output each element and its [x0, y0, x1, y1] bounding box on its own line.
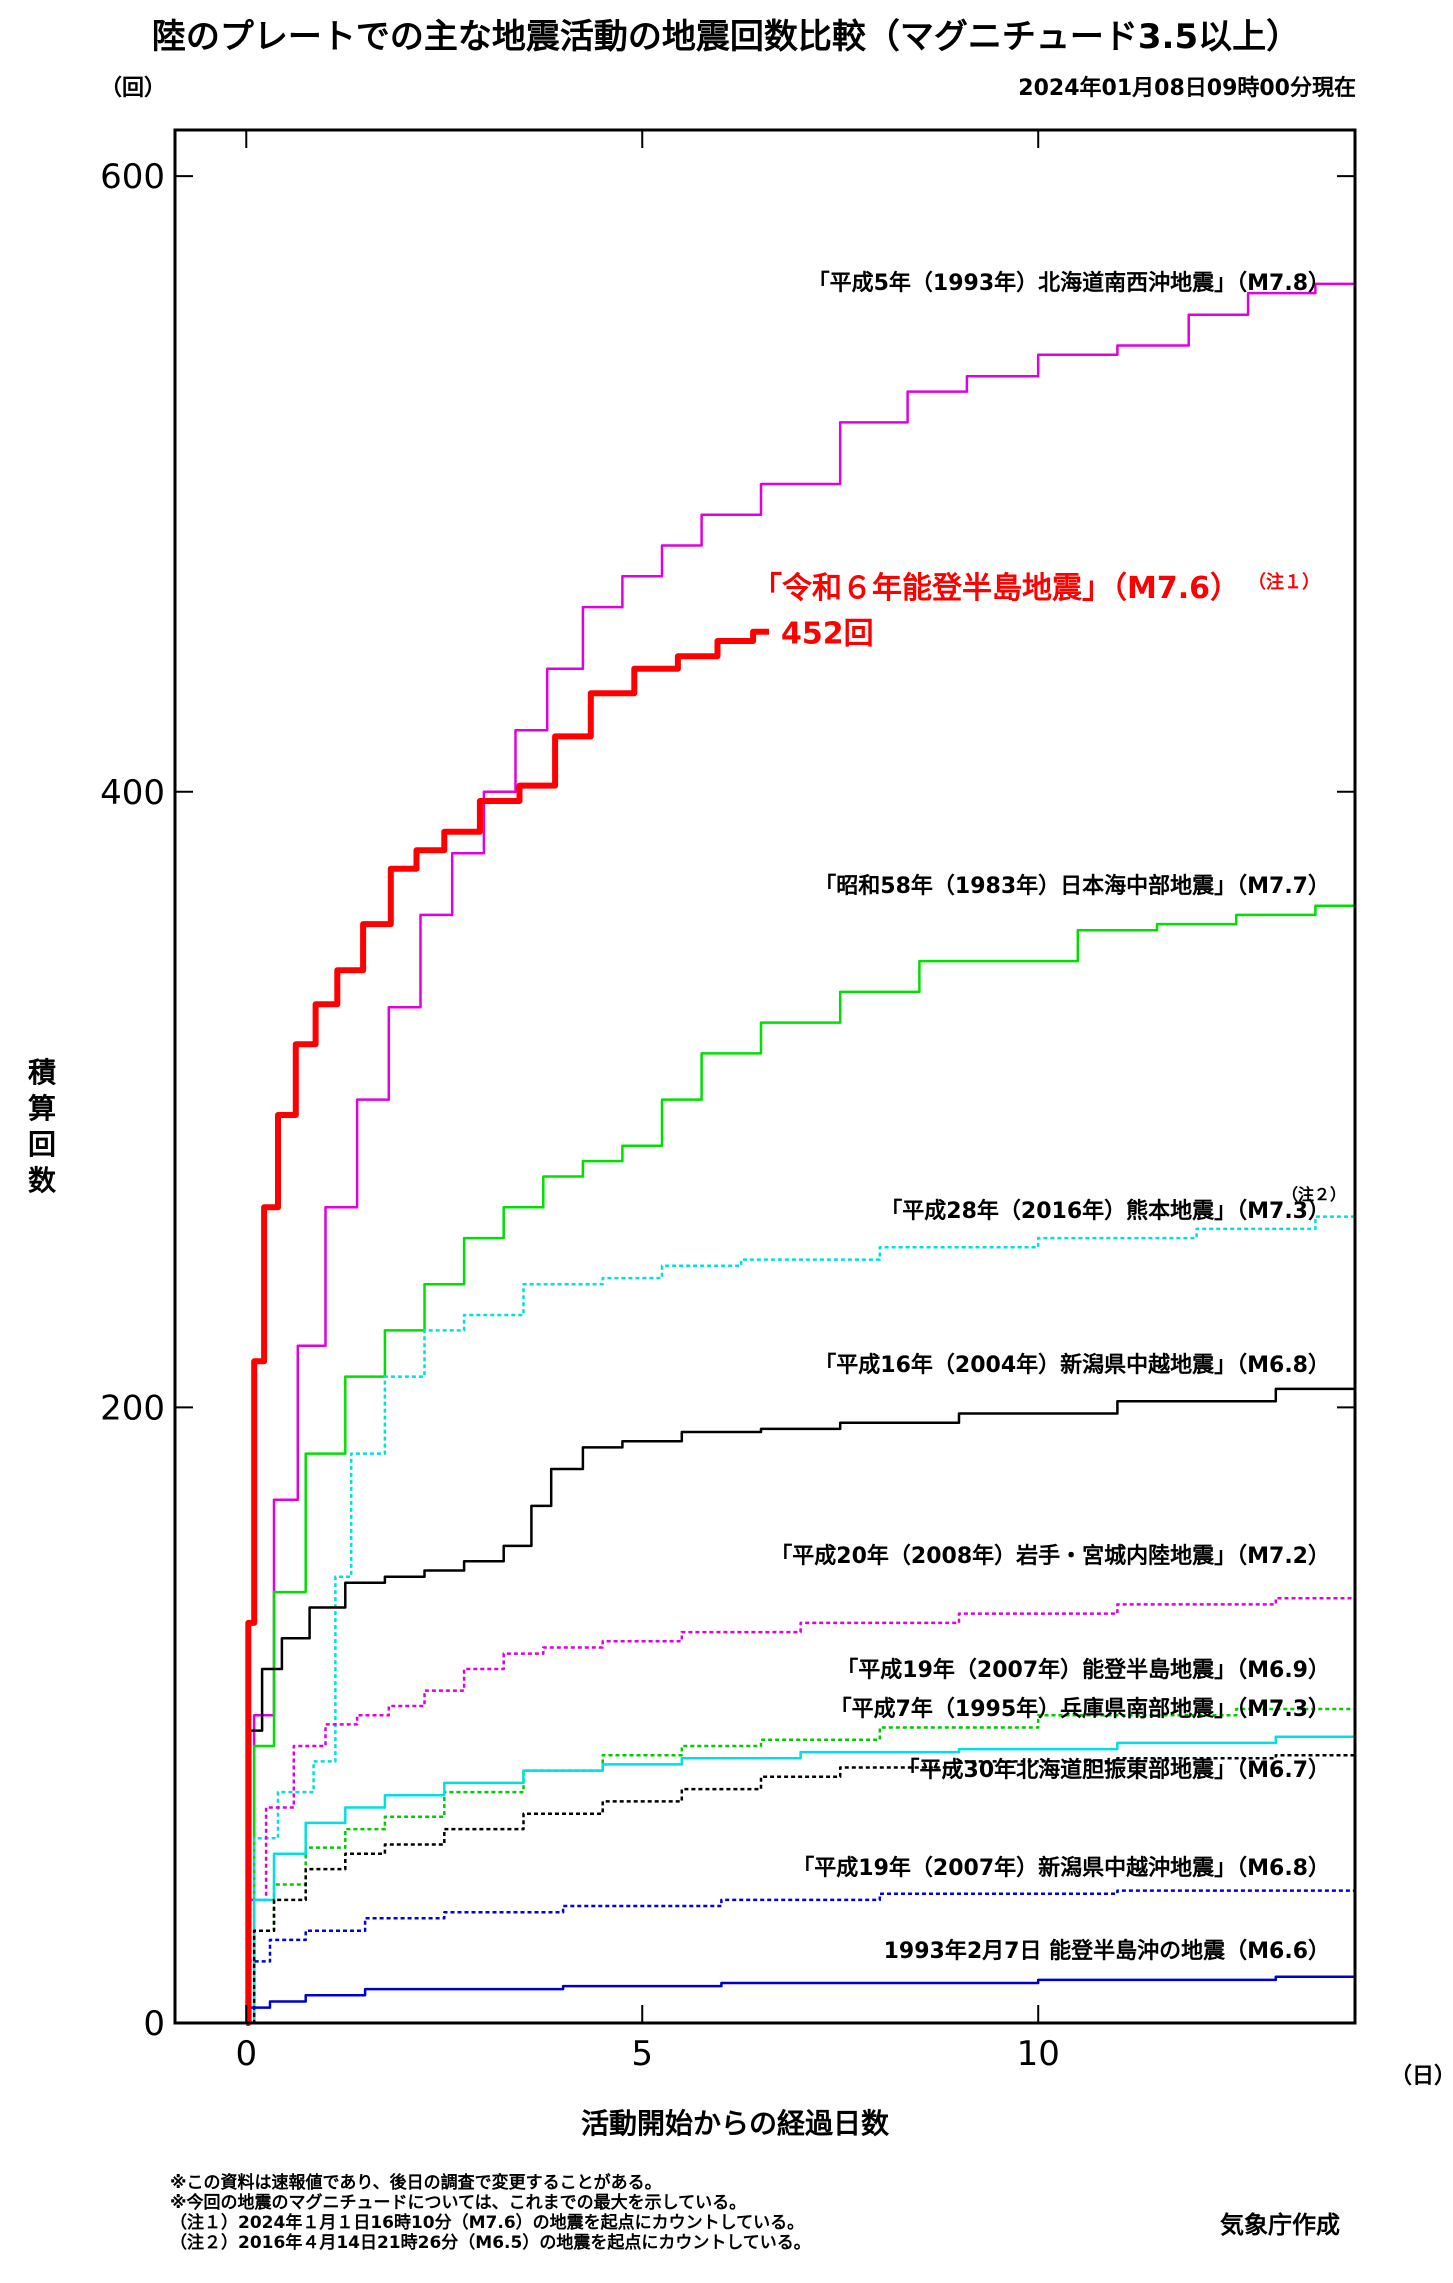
series-line: [246, 1387, 1355, 2025]
series-line: [246, 1975, 1355, 2025]
series-line: [246, 1889, 1355, 2025]
y-axis-label-char: 算: [28, 1092, 56, 1125]
series-end-label: 452回: [781, 617, 874, 652]
series-label: 「平成28年（2016年）熊本地震」（M7.3）: [880, 1198, 1330, 1224]
footnote: ※この資料は速報値であり、後日の調査で変更することがある。: [170, 2173, 662, 2193]
series-line: [246, 1735, 1355, 2025]
series-label: 「平成19年（2007年）能登半島地震」（M6.9）: [836, 1657, 1330, 1683]
series-label: 「令和６年能登半島地震」（M7.6）: [752, 571, 1240, 606]
footnote: （注２）2016年４月14日21時26分（M6.5）の地震を起点にカウントしてい…: [170, 2233, 811, 2253]
series-label: 1993年2月7日 能登半島沖の地震（M6.6）: [884, 1938, 1330, 1964]
series-label: 「平成16年（2004年）新潟県中越地震」（M6.8）: [814, 1352, 1330, 1378]
series-line: [245, 628, 769, 2026]
y-tick-label: 0: [143, 2004, 165, 2044]
series-label: 「平成19年（2007年）新潟県中越沖地震」（M6.8）: [792, 1855, 1330, 1881]
series-label: 「平成30年北海道胆振東部地震」（M6.7）: [898, 1757, 1330, 1783]
y-tick-label: 200: [100, 1388, 165, 1428]
series-line: [246, 1753, 1355, 2025]
footnotes: ※この資料は速報値であり、後日の調査で変更することがある。 ※今回の地震のマグニ…: [170, 2173, 811, 2253]
y-axis-label-char: 数: [28, 1164, 57, 1197]
chart-title: 陸のプレートでの主な地震活動の地震回数比較（マグニチュード3.5以上）: [152, 17, 1300, 57]
axes: 0 200 400 600 0 5 10: [100, 130, 1355, 2074]
series-note: （注２）: [1282, 1185, 1346, 1204]
plot-area: [245, 282, 1355, 2026]
x-tick-label: 10: [1017, 2034, 1060, 2074]
series-line: [246, 1596, 1355, 2025]
y-unit-label: （回）: [100, 76, 166, 101]
series-label: 「昭和58年（1983年）日本海中部地震」（M7.7）: [814, 873, 1330, 899]
timestamp: 2024年01月08日09時00分現在: [1018, 75, 1356, 101]
x-unit-label: （日）: [1390, 2064, 1453, 2089]
series-line: [246, 282, 1355, 2025]
y-tick-label: 600: [100, 157, 165, 197]
plot-frame: [173, 128, 1357, 2025]
series-line: [246, 904, 1355, 2025]
x-tick-label: 5: [631, 2034, 653, 2074]
series-line: [246, 1215, 1355, 2025]
series-label: 「平成5年（1993年）北海道南西沖地震」（M7.8）: [808, 270, 1330, 296]
credit: 気象庁作成: [1220, 2211, 1340, 2239]
x-tick-label: 0: [235, 2034, 257, 2074]
series-note: （注１）: [1248, 571, 1320, 593]
series-label: 「平成7年（1995年）兵庫県南部地震」（M7.3）: [830, 1696, 1330, 1722]
footnote: ※今回の地震のマグニチュードについては、これまでの最大を示している。: [170, 2193, 747, 2213]
series-label: 「平成20年（2008年）岩手・宮城内陸地震」（M7.2）: [770, 1543, 1330, 1569]
footnote: （注１）2024年１月１日16時10分（M7.6）の地震を起点にカウントしている…: [170, 2213, 805, 2233]
y-tick-label: 400: [100, 773, 165, 813]
x-axis-label: 活動開始からの経過日数: [581, 2107, 890, 2140]
series-labels: 「令和６年能登半島地震」（M7.6） （注１） 452回 「平成5年（1993年）北海…: [752, 270, 1346, 1964]
y-axis-label-char: 回: [28, 1128, 56, 1161]
y-axis-label-char: 積: [28, 1056, 56, 1089]
